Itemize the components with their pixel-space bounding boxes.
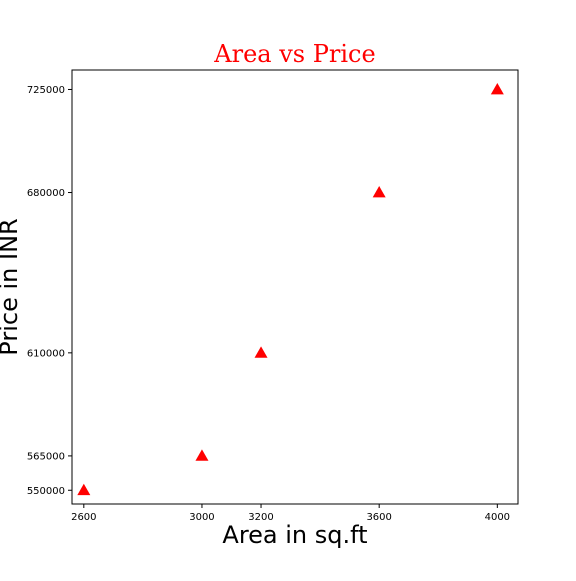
data-point-triangle xyxy=(254,346,268,358)
data-point-triangle xyxy=(372,186,386,198)
y-axis-label: Price in INR xyxy=(0,218,23,355)
y-tick-label: 550000 xyxy=(27,486,65,497)
y-tick-label: 565000 xyxy=(27,451,65,462)
x-tick-label: 2600 xyxy=(71,512,96,523)
plot-area xyxy=(71,69,519,505)
data-points xyxy=(77,82,504,496)
x-axis-label: Area in sq.ft xyxy=(222,521,367,549)
data-point-triangle xyxy=(195,449,209,461)
x-tick-label: 4000 xyxy=(485,512,510,523)
data-point-triangle xyxy=(490,82,504,95)
y-axis: 550000 565000 610000 680000 725000 xyxy=(27,85,72,497)
data-point-triangle xyxy=(77,483,91,496)
y-tick-label: 725000 xyxy=(27,85,65,96)
x-axis: 2600 3000 3200 3600 4000 xyxy=(71,504,510,523)
x-tick-label: 3200 xyxy=(248,512,273,523)
chart-title: Area vs Price xyxy=(213,40,375,68)
x-tick-label: 3000 xyxy=(189,512,214,523)
x-tick-label: 3600 xyxy=(366,512,391,523)
y-tick-label: 680000 xyxy=(27,188,65,199)
y-tick-label: 610000 xyxy=(27,348,65,359)
